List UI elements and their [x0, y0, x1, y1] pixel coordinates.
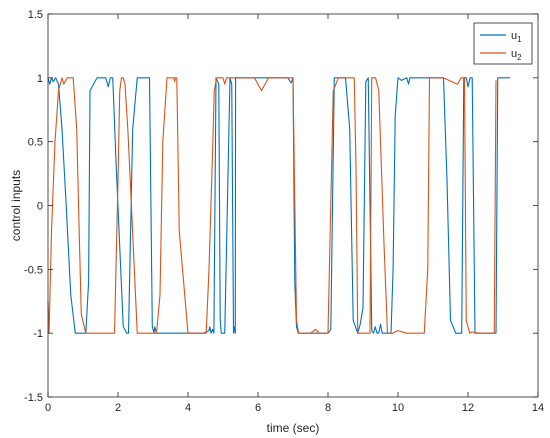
y-tick-label: -0.5	[24, 264, 43, 276]
legend-label-u1: u1	[511, 30, 522, 44]
y-tick-label: 0.5	[28, 137, 43, 149]
legend-box	[473, 22, 533, 65]
y-tick-label: 1.5	[28, 9, 43, 21]
x-tick-label: 12	[462, 402, 474, 414]
x-axis-ticks: 0 2 4 6 8 10 12 14	[45, 14, 544, 414]
y-tick-label: -1.5	[24, 392, 43, 404]
series-layer	[47, 77, 510, 334]
y-axis-label: control inputs	[9, 170, 23, 241]
x-tick-label: 2	[115, 402, 121, 414]
x-tick-label: 10	[392, 402, 404, 414]
x-tick-label: 14	[532, 402, 544, 414]
axes-box	[48, 14, 538, 397]
x-axis-label: time (sec)	[267, 421, 320, 435]
y-tick-label: -1	[33, 328, 43, 340]
x-tick-label: 0	[45, 402, 51, 414]
y-tick-label: 1	[37, 73, 43, 85]
y-axis-ticks: -1.5 -1 -0.5 0 0.5 1 1.5	[24, 9, 538, 404]
legend-label-u2: u2	[511, 48, 522, 62]
x-tick-label: 4	[185, 402, 191, 414]
y-tick-label: 0	[37, 201, 43, 213]
x-tick-label: 8	[325, 402, 331, 414]
plot-area: 0 2 4 6 8 10 12 14 -1.5 -1 -0.5 0 0.5 1 1.5	[24, 9, 544, 414]
series-line-u2	[47, 77, 497, 334]
x-tick-label: 6	[255, 402, 261, 414]
